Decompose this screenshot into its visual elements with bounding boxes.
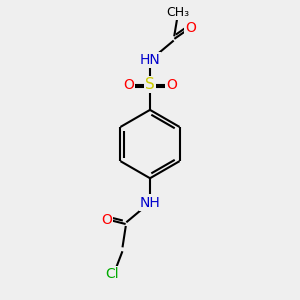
Text: S: S: [145, 77, 155, 92]
Text: HN: HN: [140, 53, 160, 67]
Text: O: O: [101, 212, 112, 226]
Text: Cl: Cl: [105, 267, 118, 280]
Text: CH₃: CH₃: [166, 7, 189, 20]
Text: O: O: [166, 78, 177, 92]
Text: O: O: [185, 20, 196, 34]
Text: O: O: [123, 78, 134, 92]
Text: NH: NH: [140, 196, 160, 210]
